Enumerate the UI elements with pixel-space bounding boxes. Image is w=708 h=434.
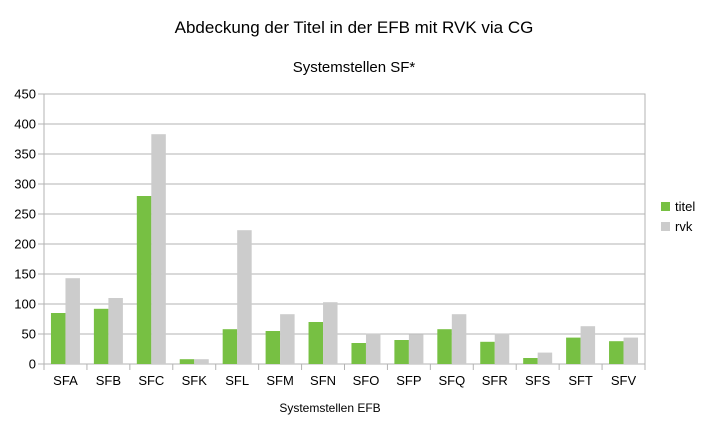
y-axis-ticks: 0 50 100 150 200 250 300 350 400 450	[14, 87, 36, 372]
x-tick-label: SFS	[525, 373, 551, 388]
bars	[50, 134, 639, 364]
y-tick-label: 200	[14, 237, 36, 252]
bar-rvk-sfs	[537, 352, 553, 364]
bar-titel-sfa	[50, 313, 66, 364]
legend-swatch-titel	[661, 202, 670, 211]
bar-titel-sfb	[93, 308, 109, 364]
bar-rvk-sfn	[323, 302, 338, 364]
bar-titel-sfp	[394, 340, 409, 364]
bar-rvk-sfa	[65, 278, 80, 364]
bar-rvk-sfr	[494, 333, 510, 364]
x-tick-label: SFQ	[438, 373, 465, 388]
bar-titel-sfv	[609, 341, 624, 364]
y-tick-label: 0	[29, 357, 36, 372]
bar-titel-sft	[566, 337, 581, 364]
x-axis-label: Systemstellen EFB	[279, 401, 380, 415]
x-tick-label: SFK	[182, 373, 208, 388]
bar-rvk-sfo	[365, 333, 381, 364]
bar-titel-sfk	[179, 359, 195, 364]
legend-swatch-rvk	[661, 222, 670, 231]
bar-titel-sfl	[222, 329, 238, 364]
bar-rvk-sft	[580, 326, 596, 364]
bar-rvk-sfb	[108, 298, 123, 364]
bar-titel-sfr	[480, 341, 495, 364]
x-tick-label: SFB	[96, 373, 121, 388]
x-tick-label: SFN	[310, 373, 336, 388]
bar-titel-sfm	[265, 331, 281, 364]
bar-rvk-sfc	[151, 134, 166, 364]
y-tick-label: 350	[14, 147, 36, 162]
bar-rvk-sfp	[408, 334, 424, 364]
bar-titel-sfo	[351, 343, 366, 364]
legend-label-titel: titel	[675, 199, 695, 214]
x-tick-label: SFC	[138, 373, 164, 388]
x-tick-label: SFP	[396, 373, 421, 388]
bar-rvk-sfv	[623, 337, 639, 364]
bar-titel-sfc	[136, 196, 152, 364]
chart-subtitle: Systemstellen SF*	[293, 59, 416, 76]
bar-rvk-sfq	[451, 314, 467, 364]
bar-titel-sfs	[523, 358, 538, 364]
x-tick-label: SFR	[482, 373, 508, 388]
y-tick-label: 150	[14, 267, 36, 282]
y-tick-label: 400	[14, 117, 36, 132]
chart-title: Abdeckung der Titel in der EFB mit RVK v…	[175, 18, 534, 37]
bar-titel-sfq	[437, 329, 452, 364]
x-tick-label: SFL	[225, 373, 249, 388]
y-tick-label: 450	[14, 87, 36, 102]
legend: titel rvk	[661, 199, 695, 234]
bar-rvk-sfm	[280, 314, 295, 364]
bar-rvk-sfk	[194, 359, 209, 364]
legend-label-rvk: rvk	[675, 219, 693, 234]
bar-titel-sfn	[308, 322, 324, 364]
x-tick-label: SFM	[266, 373, 293, 388]
x-axis-ticks: SFA SFB SFC SFK SFL SFM SFN SFO SFP SFQ SFR SFS SFT S…	[53, 373, 636, 388]
bar-rvk-sfl	[237, 230, 252, 364]
y-tick-label: 100	[14, 297, 36, 312]
x-tick-label: SFT	[568, 373, 593, 388]
y-tick-label: 50	[22, 327, 36, 342]
x-tick-label: SFV	[611, 373, 637, 388]
y-tick-label: 300	[14, 177, 36, 192]
y-tick-label: 250	[14, 207, 36, 222]
x-tick-label: SFO	[353, 373, 380, 388]
x-tick-label: SFA	[53, 373, 78, 388]
